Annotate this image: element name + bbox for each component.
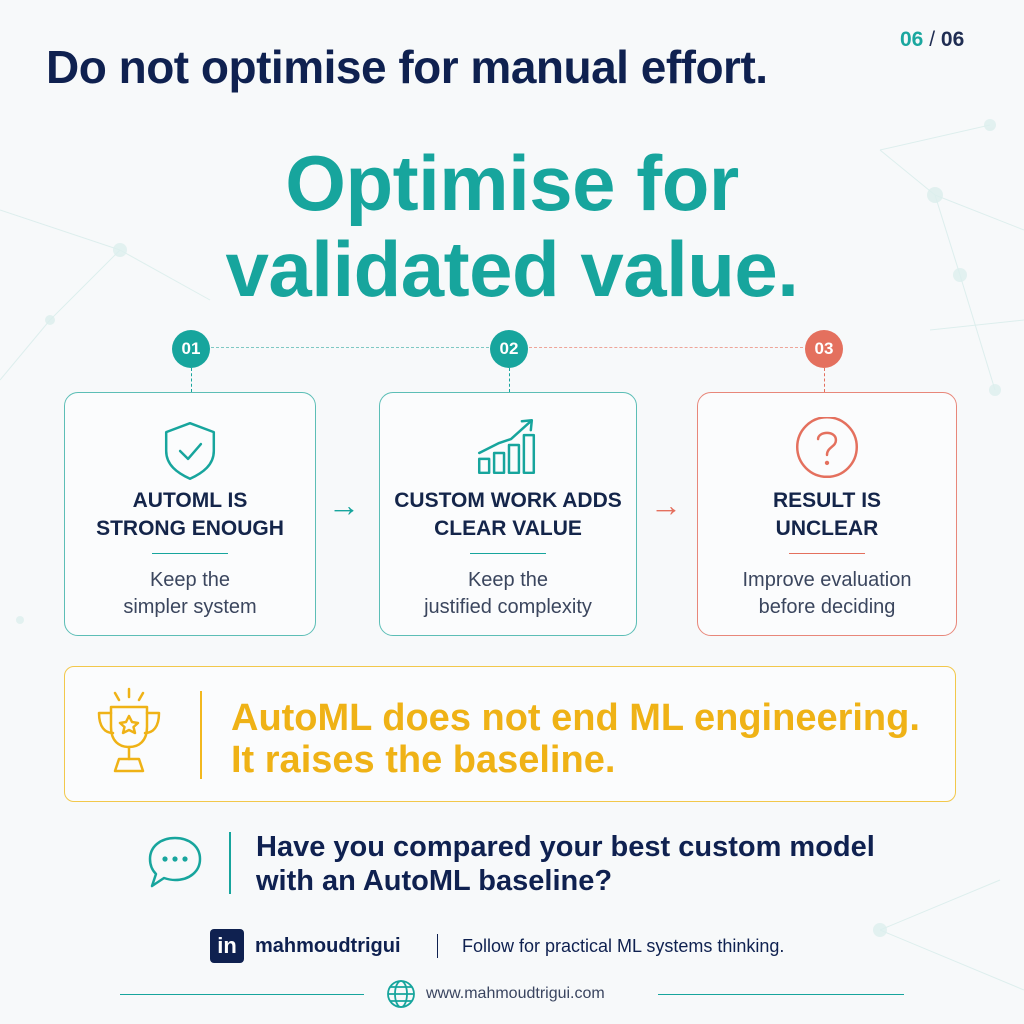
page-separator: /: [929, 28, 936, 51]
arrow-right-icon: →: [650, 487, 682, 523]
headline: Do not optimise for manual effort.: [46, 41, 768, 93]
callout-text: AutoML does not end ML engineering. It r…: [231, 697, 951, 781]
cta-question: Have you compared your best custom model…: [256, 830, 976, 898]
linkedin-handle[interactable]: mahmoudtrigui: [255, 935, 401, 957]
page-total: 06: [940, 28, 965, 51]
globe-icon: [387, 980, 415, 1008]
callout-line-1: AutoML does not end ML engineering.: [231, 697, 920, 739]
step-desc: Keep the simpler system: [73, 567, 307, 621]
step-desc: Improve evaluation before deciding: [706, 567, 948, 621]
step-card-automl-strong: AUTOML IS STRONG ENOUGH Keep the simpler…: [64, 392, 316, 636]
step-desc-line-2: simpler system: [123, 596, 257, 618]
step-title-line-1: AUTOML IS: [132, 489, 248, 512]
page-counter: 06 / 06: [900, 28, 990, 52]
question-icon: [795, 417, 859, 479]
step-connector-1: [211, 347, 489, 348]
website-link[interactable]: www.mahmoudtrigui.com: [426, 985, 605, 1002]
step-title-line-2: STRONG ENOUGH: [96, 517, 284, 540]
linkedin-icon[interactable]: in: [210, 929, 244, 963]
step-title-line-2: CLEAR VALUE: [434, 517, 582, 540]
arrow-right-icon: →: [328, 487, 360, 523]
callout-divider: [200, 691, 202, 779]
step-badge-03: 03: [805, 330, 843, 368]
step-rule: [470, 553, 546, 554]
step-badge-01: 01: [172, 330, 210, 368]
hero-title: Optimise for validated value.: [0, 140, 1024, 312]
baseline-callout: AutoML does not end ML engineering. It r…: [64, 666, 956, 802]
chat-bubble-icon: [148, 836, 202, 888]
website-row: www.mahmoudtrigui.com: [0, 976, 1024, 1012]
footer: in mahmoudtrigui Follow for practical ML…: [0, 926, 1024, 966]
callout-line-2: It raises the baseline.: [231, 739, 616, 781]
shield-check-icon: [164, 421, 216, 481]
decision-steps: 01 AUTOML IS STRONG ENOUGH Keep the simp…: [0, 330, 1024, 650]
step-title: RESULT IS UNCLEAR: [704, 487, 950, 543]
step-desc-line-1: Improve evaluation: [742, 569, 912, 591]
website-rule-right: [658, 994, 904, 995]
step-title: CUSTOM WORK ADDS CLEAR VALUE: [386, 487, 630, 543]
footer-divider: [437, 934, 438, 958]
step-desc-line-2: justified complexity: [424, 596, 592, 618]
step-stem-2: [509, 368, 510, 392]
step-desc-line-1: Keep the: [149, 569, 231, 591]
step-stem-3: [824, 368, 825, 392]
step-title-line-2: UNCLEAR: [775, 517, 879, 540]
hero-line-1: Optimise for: [285, 139, 739, 227]
footer-tagline: Follow for practical ML systems thinking…: [462, 936, 785, 956]
step-stem-1: [191, 368, 192, 392]
step-title-line-1: RESULT IS: [772, 489, 882, 512]
step-title: AUTOML IS STRONG ENOUGH: [71, 487, 309, 543]
step-title-line-1: CUSTOM WORK ADDS: [394, 489, 622, 512]
website-rule-left: [120, 994, 364, 995]
trophy-icon: [97, 687, 161, 773]
step-connector-2: [529, 347, 803, 348]
step-rule: [152, 553, 228, 554]
step-badge-02: 02: [490, 330, 528, 368]
cta-divider: [229, 832, 231, 894]
page-current: 06: [900, 28, 924, 51]
step-rule: [789, 553, 865, 554]
cta-line-1: Have you compared your best custom model: [256, 831, 875, 863]
step-desc-line-1: Keep the: [467, 569, 549, 591]
cta-line-2: with an AutoML baseline?: [256, 865, 613, 897]
step-desc: Keep the justified complexity: [388, 567, 628, 621]
step-card-custom-value: CUSTOM WORK ADDS CLEAR VALUE Keep the ju…: [379, 392, 637, 636]
hero-line-2: validated value.: [225, 225, 799, 313]
growth-chart-icon: [477, 418, 536, 475]
step-card-result-unclear: RESULT IS UNCLEAR Improve evaluation bef…: [697, 392, 957, 636]
step-desc-line-2: before deciding: [758, 596, 896, 618]
